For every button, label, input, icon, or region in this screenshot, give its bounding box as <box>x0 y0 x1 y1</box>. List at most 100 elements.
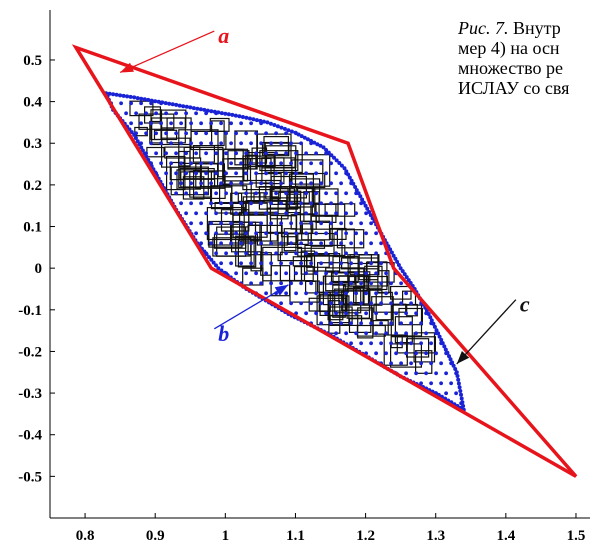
annotation-c-arrowhead <box>456 351 470 364</box>
solution-dot <box>359 301 363 306</box>
solution-dot <box>264 151 268 156</box>
solution-boundary-dot <box>174 102 179 107</box>
solution-boundary-dot <box>321 145 326 150</box>
solution-dot <box>389 301 393 306</box>
solution-dot <box>304 311 308 316</box>
solution-dot <box>394 331 398 336</box>
inner-box <box>242 267 264 286</box>
y-tick-label: 0.5 <box>23 53 42 69</box>
solution-boundary-dot <box>156 99 161 104</box>
y-tick-label: 0.2 <box>23 178 42 194</box>
solution-dot <box>359 281 363 286</box>
solution-dot <box>164 151 169 156</box>
solution-boundary-dot <box>219 111 224 116</box>
solution-dot <box>399 281 403 286</box>
solution-boundary-dot <box>406 278 411 283</box>
solution-boundary-dot <box>312 140 317 145</box>
solution-dot <box>334 311 338 316</box>
solution-boundary-dot <box>302 135 307 140</box>
solution-boundary-dot <box>240 115 245 119</box>
solution-dot <box>244 231 249 236</box>
annotation-a-arrowhead <box>120 62 134 73</box>
solution-dot <box>229 121 234 126</box>
solution-dot <box>239 181 244 186</box>
caption-line-4: ИСЛАУ со свя <box>458 78 570 98</box>
solution-dot <box>359 341 363 346</box>
solution-dot <box>319 181 323 186</box>
solution-dot <box>154 151 159 156</box>
solution-dot <box>274 251 278 256</box>
solution-boundary-dot <box>268 121 273 126</box>
solution-dot <box>314 251 318 256</box>
solution-dot <box>304 231 308 236</box>
solution-dot <box>199 221 204 226</box>
solution-boundary-dot <box>160 100 165 105</box>
solution-dot <box>349 241 353 246</box>
solution-dot <box>384 351 388 356</box>
solution-dot <box>304 171 308 176</box>
inner-box <box>256 231 288 246</box>
solution-boundary-dot <box>344 169 349 174</box>
solution-dot <box>324 311 328 316</box>
solution-dot <box>209 121 214 126</box>
solution-dot <box>379 281 383 286</box>
solution-dot <box>174 191 179 196</box>
solution-boundary-dot <box>318 143 323 148</box>
solution-dot <box>189 161 194 166</box>
solution-dot <box>234 251 239 256</box>
solution-dot <box>184 131 189 136</box>
solution-dot <box>149 141 154 146</box>
solution-dot <box>259 161 263 166</box>
solution-dot <box>319 221 323 226</box>
solution-dot <box>219 201 224 206</box>
solution-dot <box>269 281 273 286</box>
solution-dot <box>349 281 353 286</box>
solution-dot <box>204 151 209 156</box>
solution-boundary-dot <box>142 97 147 102</box>
solution-boundary-dot <box>111 92 116 97</box>
solution-boundary-dot <box>459 396 464 401</box>
solution-dot <box>209 241 214 246</box>
solution-dot <box>199 181 204 186</box>
annotation-b-line <box>213 284 289 330</box>
solution-dot <box>314 151 318 156</box>
solution-dot <box>424 351 428 356</box>
solution-dot <box>434 371 438 376</box>
solution-boundary-dot <box>315 142 320 147</box>
solution-dot <box>254 171 258 176</box>
solution-dot <box>414 371 418 376</box>
solution-boundary-dot <box>361 200 366 205</box>
solution-dot <box>349 201 353 206</box>
solution-boundary-dot <box>398 266 403 271</box>
solution-dot <box>254 231 258 236</box>
solution-dot <box>264 271 268 276</box>
solution-dot <box>404 371 408 376</box>
solution-dot <box>119 101 123 106</box>
solution-dot <box>199 161 204 166</box>
solution-dot <box>259 221 263 226</box>
solution-dot <box>394 291 398 296</box>
inner-box <box>134 126 148 137</box>
inner-box <box>310 215 333 247</box>
solution-dot <box>439 381 443 386</box>
figure-caption: Рис. 7. Внутр мер 4) на осн множество ре… <box>458 18 603 98</box>
solution-dot <box>404 331 408 336</box>
solution-boundary-dot <box>132 132 137 137</box>
x-tick-label: 1.3 <box>426 528 445 544</box>
solution-boundary-dot <box>353 185 358 189</box>
solution-dot <box>169 161 174 166</box>
solution-boundary-dot <box>437 334 442 339</box>
solution-dot <box>269 201 273 206</box>
solution-dot <box>239 161 244 166</box>
y-tick-label: 0.3 <box>23 136 42 152</box>
solution-boundary-dot <box>129 130 134 135</box>
solution-dot <box>374 231 378 236</box>
solution-dot <box>234 171 239 176</box>
solution-dot <box>194 131 199 136</box>
solution-dot <box>369 301 373 306</box>
solution-dot <box>299 301 303 306</box>
solution-dot <box>324 231 328 236</box>
solution-boundary-dot <box>296 132 301 137</box>
solution-dot <box>289 181 293 186</box>
